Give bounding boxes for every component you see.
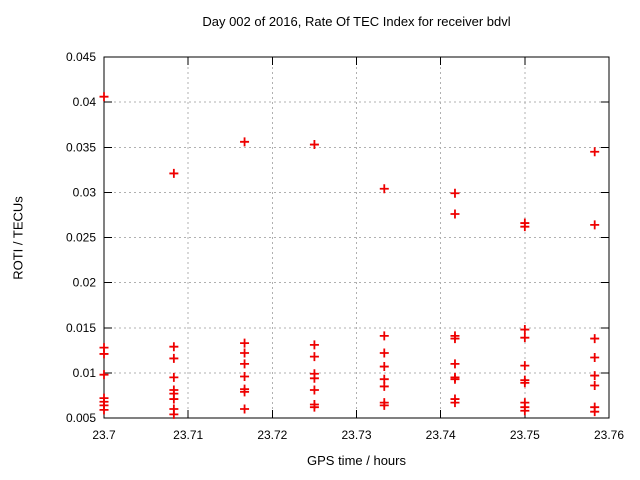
x-tick-label: 23.72	[257, 428, 287, 442]
data-point-marker	[309, 140, 319, 150]
y-tick-label: 0.02	[73, 276, 97, 290]
data-point-marker	[309, 340, 319, 350]
x-tick-label: 23.74	[426, 428, 456, 442]
data-point-marker	[590, 371, 600, 381]
data-point-marker	[520, 333, 530, 343]
data-point-marker	[590, 334, 600, 344]
data-point-marker	[379, 331, 389, 341]
data-point-marker	[309, 402, 319, 412]
data-point-marker	[99, 405, 109, 415]
data-point-marker	[379, 400, 389, 410]
data-point-marker	[379, 348, 389, 358]
data-point-marker	[520, 378, 530, 388]
x-tick-label: 23.75	[510, 428, 540, 442]
data-point-marker	[169, 409, 179, 419]
data-point-marker	[590, 381, 600, 391]
data-point-marker	[169, 168, 179, 178]
data-point-marker	[590, 147, 600, 157]
y-tick-label: 0.005	[66, 411, 96, 425]
data-point-marker	[450, 188, 460, 198]
data-point-marker	[450, 374, 460, 384]
data-point-marker	[240, 137, 250, 147]
y-tick-label: 0.045	[66, 50, 96, 64]
data-point-marker	[450, 209, 460, 219]
data-point-marker	[379, 184, 389, 194]
data-point-marker	[520, 361, 530, 371]
x-tick-label: 23.7	[92, 428, 116, 442]
y-tick-label: 0.025	[66, 231, 96, 245]
data-point-marker	[99, 370, 109, 380]
data-point-marker	[590, 353, 600, 363]
data-point-marker	[450, 334, 460, 344]
data-point-marker	[379, 362, 389, 372]
y-tick-label: 0.015	[66, 321, 96, 335]
data-point-marker	[99, 92, 109, 102]
data-point-marker	[520, 222, 530, 232]
x-tick-label: 23.71	[173, 428, 203, 442]
data-point-marker	[240, 348, 250, 358]
data-point-marker	[99, 349, 109, 359]
data-point-marker	[520, 325, 530, 335]
data-point-marker	[450, 359, 460, 369]
y-tick-label: 0.04	[73, 95, 97, 109]
data-point-marker	[240, 359, 250, 369]
y-tick-label: 0.01	[73, 366, 97, 380]
y-tick-label: 0.035	[66, 140, 96, 154]
data-point-marker	[309, 385, 319, 395]
data-point-marker	[590, 220, 600, 230]
data-point-marker	[240, 404, 250, 414]
x-tick-label: 23.73	[341, 428, 371, 442]
data-point-marker	[309, 352, 319, 362]
chart-title: Day 002 of 2016, Rate Of TEC Index for r…	[202, 14, 511, 29]
y-tick-label: 0.03	[73, 185, 97, 199]
data-point-marker	[520, 406, 530, 416]
data-point-marker	[379, 381, 389, 391]
data-point-marker	[169, 353, 179, 363]
x-tick-label: 23.76	[594, 428, 624, 442]
data-point-marker	[240, 371, 250, 381]
data-point-marker	[590, 407, 600, 417]
data-point-marker	[240, 338, 250, 348]
data-point-marker	[309, 373, 319, 383]
data-point-marker	[169, 372, 179, 382]
data-point-marker	[169, 394, 179, 404]
data-point-marker	[240, 387, 250, 397]
x-axis-label: GPS time / hours	[307, 453, 406, 468]
data-point-marker	[450, 398, 460, 408]
data-point-marker	[169, 342, 179, 352]
